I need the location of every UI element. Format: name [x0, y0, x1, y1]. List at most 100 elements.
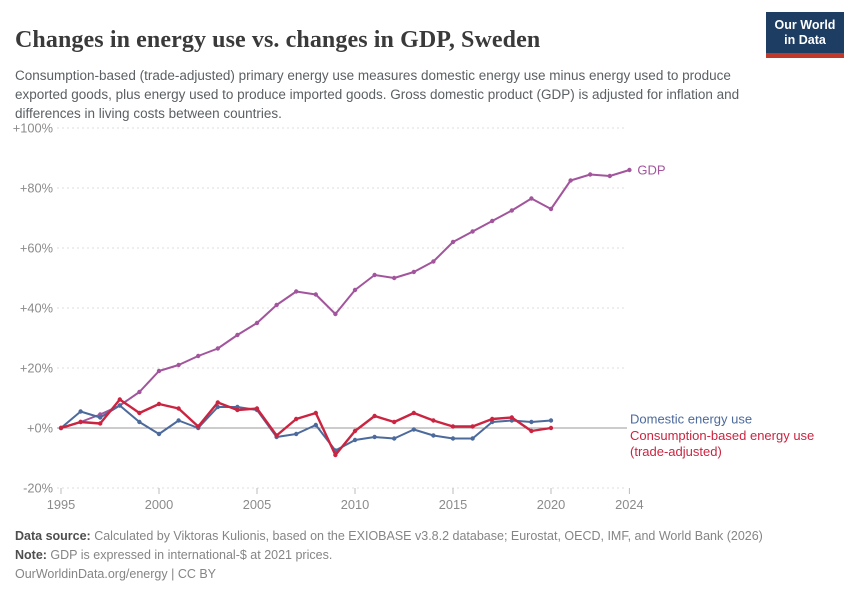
data-point-domestic	[78, 409, 83, 414]
y-axis-tick-label: +60%	[20, 241, 53, 256]
data-point-domestic	[215, 404, 220, 410]
series-line-gdp	[60, 169, 630, 429]
data-point-domestic	[411, 427, 416, 432]
credit-line: OurWorldinData.org/energy | CC BY	[15, 565, 835, 584]
note-text: GDP is expressed in international-$ at 2…	[46, 548, 333, 562]
data-point-domestic	[58, 425, 64, 431]
data-point-gdp	[490, 218, 495, 224]
credit-link[interactable]: OurWorldinData.org/energy	[15, 567, 168, 581]
data-point-gdp	[98, 412, 103, 417]
data-point-domestic	[176, 418, 181, 423]
data-point-gdp	[588, 172, 593, 177]
data-point-domestic	[392, 436, 397, 441]
y-axis-tick-label: +80%	[20, 181, 53, 196]
note-line: Note: GDP is expressed in international-…	[15, 546, 835, 565]
data-point-gdp	[78, 419, 83, 425]
data-point-gdp	[392, 275, 397, 281]
data-point-consumption	[176, 406, 181, 411]
data-point-domestic	[490, 419, 495, 425]
data-point-consumption	[509, 415, 514, 420]
data-point-domestic	[529, 419, 534, 425]
series-label-consumption: (trade-adjusted)	[630, 444, 722, 459]
data-point-domestic	[137, 419, 142, 425]
data-point-consumption	[294, 416, 299, 422]
data-point-consumption	[392, 419, 397, 425]
data-point-domestic	[352, 437, 358, 443]
data-point-gdp	[470, 229, 475, 234]
data-point-consumption	[98, 421, 103, 426]
x-axis-tick-label: 2024	[615, 497, 643, 512]
data-point-consumption	[156, 401, 162, 407]
data-point-consumption	[411, 410, 416, 416]
y-axis-tick-label: -20%	[23, 481, 53, 496]
data-point-domestic	[313, 422, 318, 428]
data-point-consumption	[470, 424, 475, 429]
data-point-consumption	[117, 397, 123, 402]
data-point-domestic	[333, 448, 338, 453]
data-point-gdp	[215, 346, 220, 351]
data-point-consumption	[431, 418, 436, 423]
data-point-consumption	[235, 407, 240, 413]
x-axis-tick-label: 1995	[47, 497, 75, 512]
x-axis-tick-label: 2005	[243, 497, 271, 512]
data-point-gdp	[156, 368, 162, 374]
data-source-label: Data source:	[15, 529, 91, 543]
page-title: Changes in energy use vs. changes in GDP…	[15, 27, 541, 54]
data-source-line: Data source: Calculated by Viktoras Kuli…	[15, 527, 835, 546]
data-point-domestic	[98, 415, 103, 420]
y-axis-tick-label: +20%	[20, 361, 53, 376]
data-point-gdp	[235, 332, 240, 338]
data-point-gdp	[431, 259, 436, 264]
data-point-consumption	[215, 400, 220, 405]
data-point-consumption	[450, 424, 456, 429]
y-axis-tick-label: +100%	[13, 121, 53, 136]
data-point-domestic	[372, 434, 377, 440]
data-point-gdp	[333, 311, 338, 317]
data-point-domestic	[196, 425, 201, 431]
data-point-consumption	[137, 410, 142, 416]
data-point-consumption	[490, 416, 495, 422]
data-point-gdp	[607, 173, 612, 179]
data-point-gdp	[450, 239, 456, 245]
data-point-gdp	[568, 178, 573, 183]
x-axis-tick-label: 2010	[341, 497, 369, 512]
owid-logo[interactable]: Our World in Data	[766, 12, 844, 58]
owid-logo-line2: in Data	[784, 33, 826, 47]
y-axis-tick-label: +0%	[27, 421, 53, 436]
credit-license: | CC BY	[167, 567, 217, 581]
data-point-consumption	[254, 406, 260, 411]
data-point-domestic	[294, 431, 299, 437]
series-line-domestic	[60, 404, 552, 452]
data-point-domestic	[450, 436, 456, 441]
data-point-consumption	[372, 413, 377, 419]
chart-footer: Data source: Calculated by Viktoras Kuli…	[15, 527, 835, 584]
data-point-domestic	[548, 418, 554, 423]
series-label-domestic: Domestic energy use	[630, 412, 752, 427]
data-point-gdp	[627, 167, 632, 173]
data-point-domestic	[156, 431, 162, 437]
data-point-gdp	[58, 425, 64, 431]
data-point-consumption	[58, 425, 64, 431]
data-point-gdp	[117, 403, 123, 408]
data-point-gdp	[509, 208, 514, 213]
series-label-gdp: GDP	[637, 163, 665, 178]
data-point-consumption	[78, 419, 83, 425]
data-point-gdp	[529, 196, 534, 201]
data-point-consumption	[274, 433, 279, 438]
data-point-consumption	[333, 452, 338, 458]
data-point-consumption	[352, 428, 358, 434]
data-point-gdp	[352, 287, 358, 293]
note-label: Note:	[15, 548, 47, 562]
data-point-domestic	[235, 404, 240, 410]
x-axis-tick-label: 2020	[537, 497, 565, 512]
data-point-gdp	[294, 289, 299, 294]
data-point-gdp	[176, 362, 181, 368]
data-point-domestic	[117, 403, 123, 408]
data-point-gdp	[411, 269, 416, 275]
data-point-domestic	[470, 436, 475, 441]
data-point-gdp	[548, 206, 554, 212]
y-axis-tick-label: +40%	[20, 301, 53, 316]
data-point-domestic	[509, 418, 514, 423]
data-point-gdp	[196, 353, 201, 359]
data-point-gdp	[274, 302, 279, 308]
